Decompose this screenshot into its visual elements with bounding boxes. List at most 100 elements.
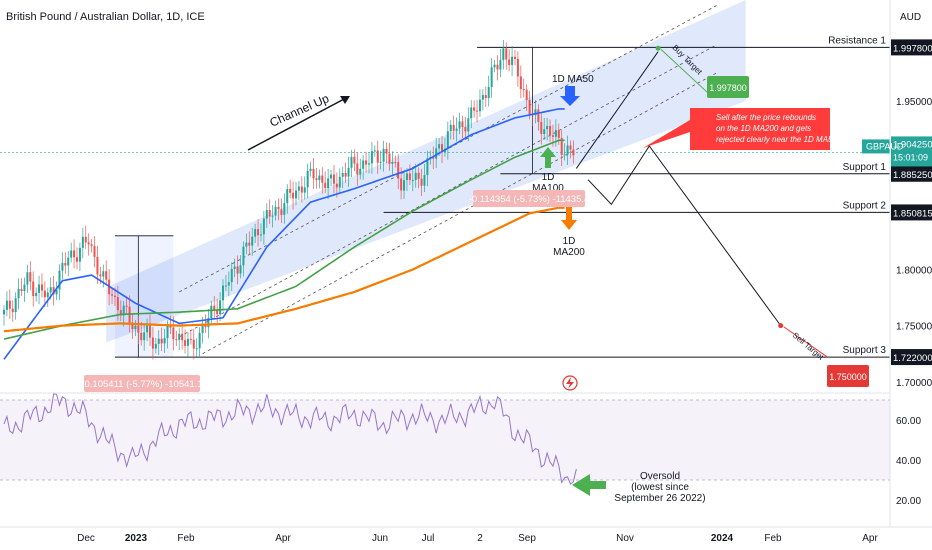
candle-body-166	[487, 86, 490, 99]
candle-body-135	[397, 162, 400, 179]
candle-body-77	[227, 282, 230, 286]
candle-body-15	[46, 292, 49, 298]
candle-body-25	[76, 257, 78, 262]
candle-body-74	[219, 300, 222, 315]
buy-projection	[575, 51, 659, 169]
rsi-tick-2: 20.00	[896, 496, 921, 507]
candle-body-22	[67, 257, 70, 266]
candle-body-121	[356, 163, 359, 175]
candle-body-38	[113, 295, 116, 298]
candle-body-2	[8, 300, 11, 309]
candle-body-187	[549, 125, 552, 136]
candle-body-48	[143, 332, 146, 341]
candle-body-144	[423, 175, 426, 186]
candle-body-11	[35, 292, 38, 297]
rsi-tick-1: 40.00	[896, 456, 921, 467]
measure-tag-right	[473, 190, 585, 207]
candle-body-103	[303, 187, 306, 193]
candle-body-1	[5, 300, 8, 310]
candle-body-67	[198, 332, 201, 349]
channel-arrow-head	[340, 96, 350, 104]
candle-body-54	[160, 338, 163, 344]
candle-body-161	[473, 107, 476, 111]
candle-body-140	[411, 180, 414, 182]
price-pane: Resistance 1 1.997800 Support 1 1.885250 Sup…	[0, 0, 932, 366]
ma50-label: 1D MA50	[552, 74, 594, 85]
candle-body-27	[81, 236, 84, 248]
candle-body-44	[131, 322, 134, 330]
measure-tag-left	[84, 375, 200, 392]
candle-body-83	[245, 242, 248, 247]
candle-body-35	[105, 271, 108, 280]
time-tick-9: 2024	[711, 533, 734, 544]
candle-body-98	[289, 189, 292, 193]
oversold-arrow-icon	[572, 474, 606, 496]
time-tick-7: Sep	[518, 533, 536, 544]
candle-body-76	[224, 285, 227, 287]
candle-body-89	[262, 218, 265, 235]
candle-body-107	[315, 178, 318, 181]
candle-body-61	[181, 333, 184, 341]
candle-body-105	[309, 168, 312, 171]
moving-averages	[3, 108, 565, 360]
candle-body-120	[353, 156, 356, 164]
currency-label: AUD	[900, 12, 921, 23]
candle-body-156	[458, 121, 461, 129]
candle-body-147	[432, 157, 435, 159]
candle-body-116	[341, 172, 344, 177]
candle-body-159	[467, 118, 470, 132]
level-tag-0	[891, 39, 932, 56]
candle-body-40	[119, 310, 122, 316]
current-price: 1.904250	[893, 139, 932, 150]
candle-body-186	[546, 125, 549, 130]
candle-body-157	[461, 121, 464, 128]
buy-target-tag	[707, 76, 749, 98]
candle-body-128	[376, 150, 379, 163]
candle-body-153	[449, 124, 452, 132]
candle-body-142	[417, 172, 420, 179]
rsi-line	[3, 393, 577, 485]
candle-body-60	[178, 333, 181, 340]
candle-body-13	[40, 284, 43, 291]
candle-body-152	[446, 131, 449, 149]
candle-body-133	[391, 161, 394, 164]
candle-body-23	[70, 250, 73, 258]
channel-up-band	[106, 0, 746, 343]
buy-target-dot	[655, 45, 661, 51]
measure-text-left: -0.105411 (-5.77%) -10541.1	[81, 379, 202, 390]
candle-body-126	[370, 151, 373, 164]
candle-body-188	[551, 135, 554, 137]
candle-body-163	[478, 99, 481, 112]
candle-body-164	[481, 95, 484, 100]
candle-body-50	[149, 325, 151, 338]
candle-body-73	[216, 309, 219, 315]
ma200-label-b: MA200	[553, 247, 585, 258]
candle-body-138	[405, 173, 408, 181]
candle-body-45	[134, 325, 137, 330]
lightning-icon[interactable]	[562, 375, 578, 391]
candle-body-42	[125, 305, 128, 307]
candle-body-141	[414, 172, 417, 181]
candle-body-101	[297, 186, 300, 191]
candle-body-78	[230, 268, 233, 283]
candle-body-18	[55, 289, 58, 295]
candle-body-29	[87, 242, 90, 245]
candle-body-55	[163, 338, 166, 344]
candle-body-123	[362, 160, 365, 169]
candle-body-155	[455, 128, 458, 131]
oversold-label-b: (lowest since	[631, 482, 689, 493]
note-callout	[643, 108, 830, 150]
buy-target-pointer	[660, 49, 711, 96]
candle-body-72	[213, 305, 216, 310]
candle-body-111	[327, 178, 330, 189]
note-line-2: on the 1D MA200 and gets	[716, 124, 811, 133]
candle-body-24	[73, 250, 76, 258]
ma-line-1	[3, 139, 565, 340]
candle-body-66	[195, 348, 198, 350]
candle-body-92	[271, 215, 274, 217]
candle-body-8	[26, 272, 29, 285]
ma50-arrow-icon	[560, 86, 580, 106]
candle-body-137	[403, 180, 406, 191]
candle-body-31	[93, 246, 96, 257]
candle-body-131	[385, 148, 388, 154]
